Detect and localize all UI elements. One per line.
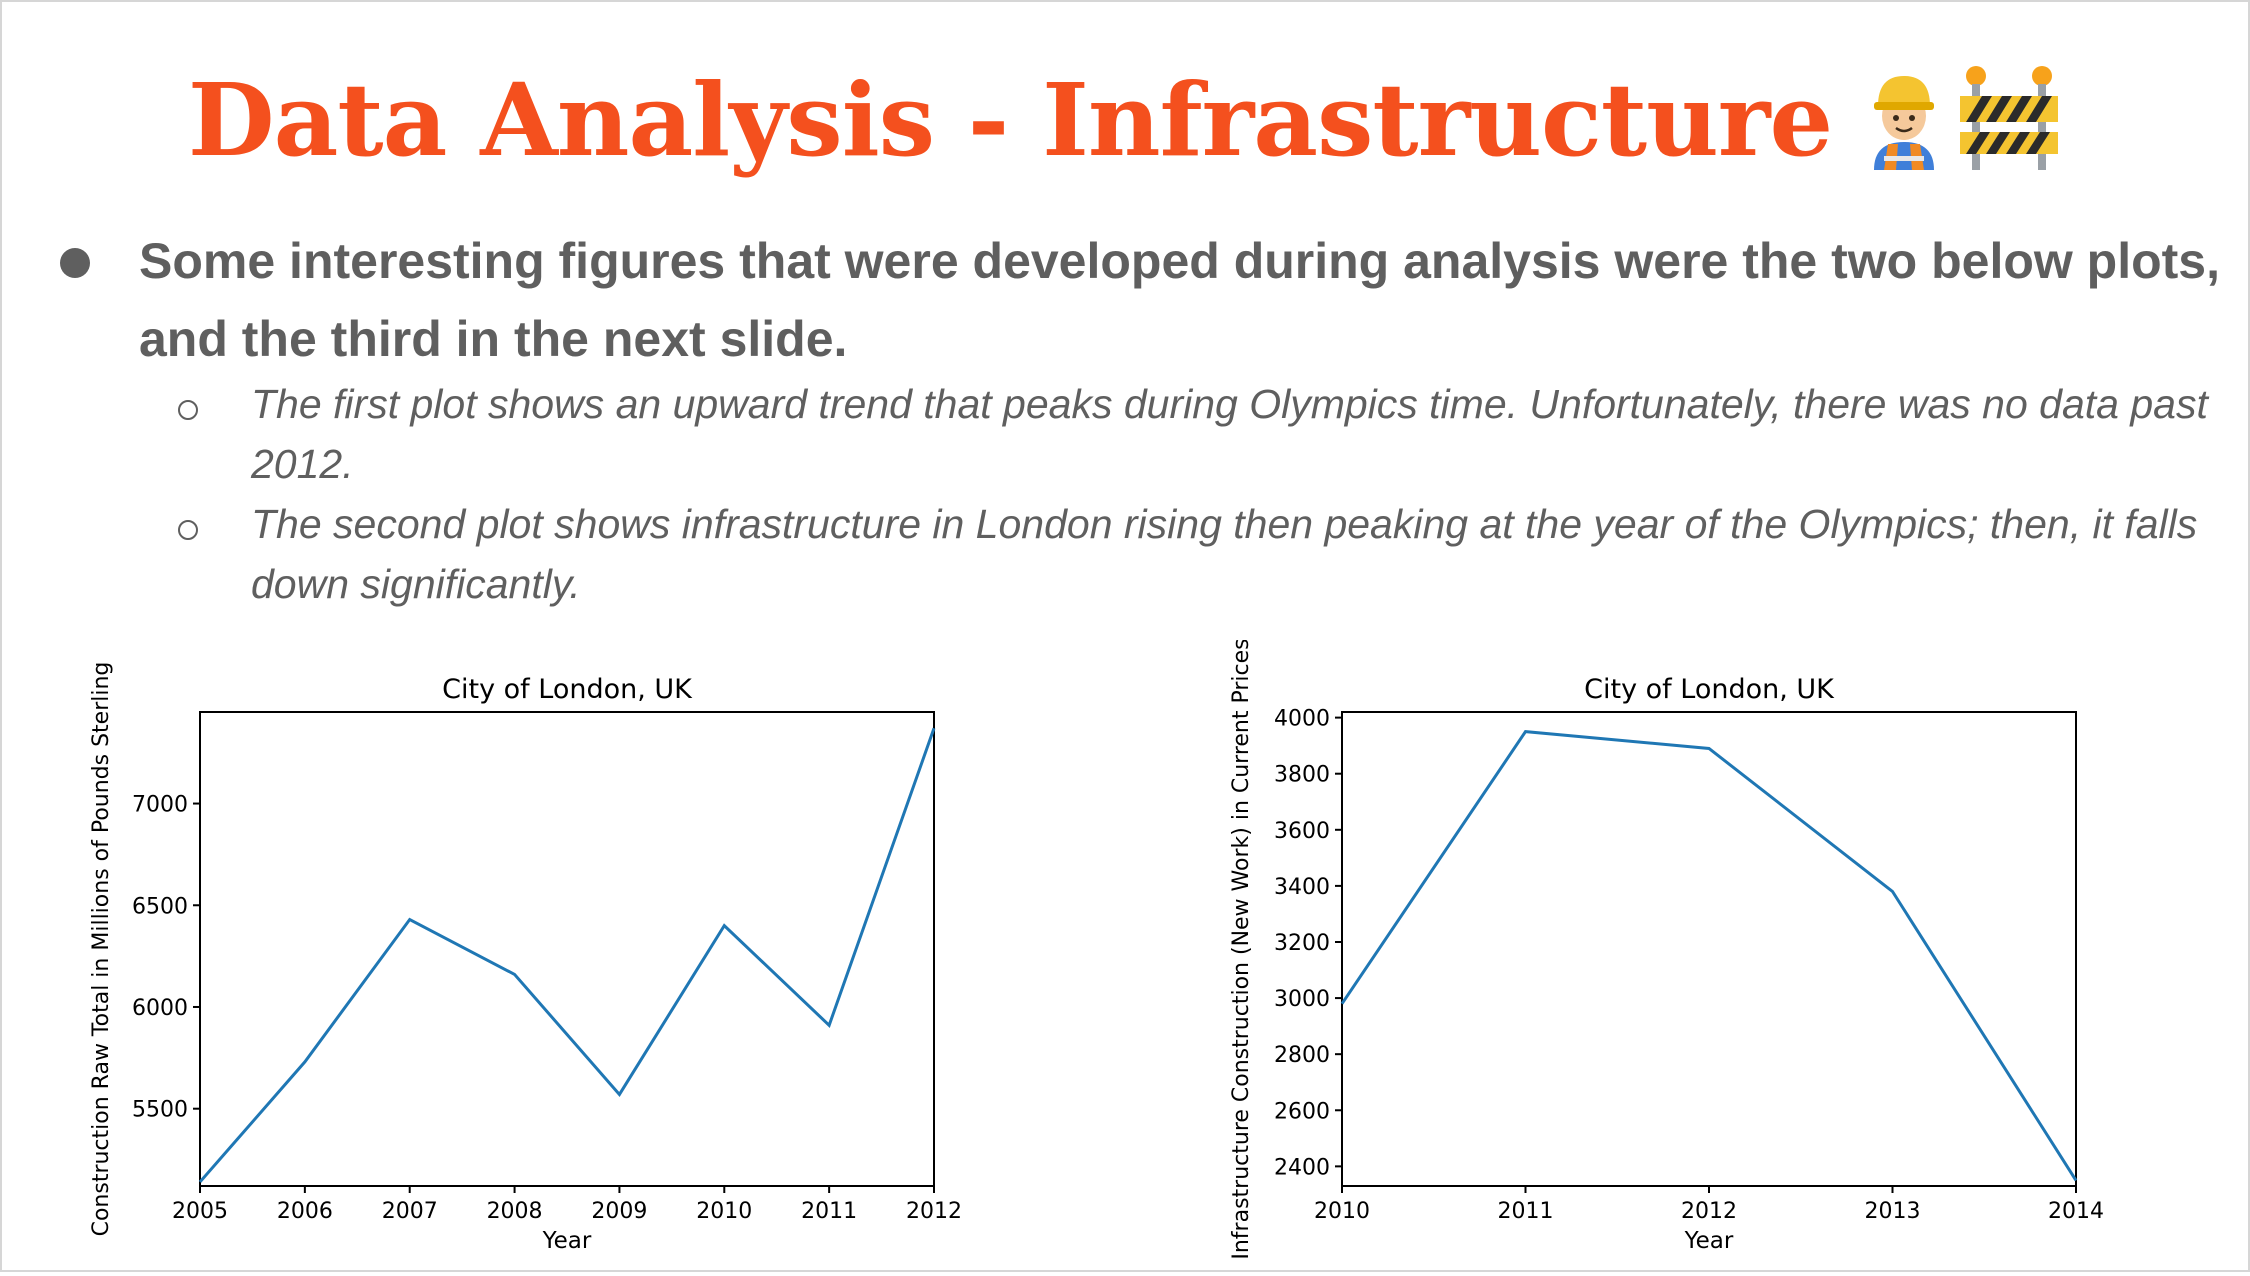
chart-2-y-tick-label: 3000 <box>1274 987 1330 1012</box>
chart-2-title: City of London, UK <box>1584 674 1835 705</box>
bullet-dot <box>60 248 90 278</box>
chart-1-y-tick-label: 5500 <box>132 1098 188 1123</box>
sub-bullet-2-text: The second plot shows infrastructure in … <box>251 494 2231 614</box>
chart-2-x-tick-label: 2010 <box>1314 1199 1370 1224</box>
chart-2-y-tick-label: 2400 <box>1274 1155 1330 1180</box>
chart-2-x-tick-label: 2011 <box>1498 1199 1554 1224</box>
chart-1-x-tick-label: 2008 <box>487 1199 543 1224</box>
chart-1-x-tick-label: 2006 <box>277 1199 333 1224</box>
sub-bullet-ring <box>178 520 198 540</box>
title-emoji-group <box>1862 62 2062 172</box>
chart-1-svg: City of London, UK 2005 2006 2007 2008 2009 20… <box>80 640 980 1272</box>
chart-2-y-tick-label: 3400 <box>1274 875 1330 900</box>
slide-title: Data Analysis - Infrastructure <box>0 60 2250 197</box>
main-bullet-text: Some interesting figures that were devel… <box>139 222 2229 378</box>
chart-2-x-axis-label: Year <box>1684 1228 1734 1254</box>
chart-1-x-tick-label: 2007 <box>382 1199 438 1224</box>
chart-1-y-tick-label: 6000 <box>132 996 188 1021</box>
chart-1-title: City of London, UK <box>442 674 693 705</box>
chart-construction-raw-total: City of London, UK 2005 2006 2007 2008 2009 20… <box>80 640 980 1272</box>
chart-2-y-tick-label: 3600 <box>1274 819 1330 844</box>
chart-2-x-tick-label: 2014 <box>2048 1199 2104 1224</box>
chart-1-x-tick-label: 2009 <box>591 1199 647 1224</box>
chart-2-y-tick-label: 2800 <box>1274 1043 1330 1068</box>
chart-1-x-tick-label: 2012 <box>906 1199 962 1224</box>
chart-1-y-tick-label: 6500 <box>132 894 188 919</box>
sub-bullet-1-text: The first plot shows an upward trend tha… <box>251 374 2231 494</box>
title-icons <box>1862 62 2062 197</box>
construction-barrier-icon <box>1960 66 2058 170</box>
chart-2-y-tick-label: 2600 <box>1274 1099 1330 1124</box>
chart-1-axes-frame <box>200 712 934 1186</box>
chart-2-y-tick-label: 4000 <box>1274 707 1330 732</box>
chart-1-x-tick-label: 2011 <box>801 1199 857 1224</box>
chart-2-series-line <box>1342 732 2076 1181</box>
sub-bullet-ring <box>178 400 198 420</box>
chart-1-y-axis-label: Construction Raw Total in Millions of Po… <box>89 662 114 1237</box>
chart-infrastructure-new-work: City of London, UK 2010 2011 2012 2013 2014 24… <box>1220 640 2120 1272</box>
chart-1-y-tick-label: 7000 <box>132 793 188 818</box>
chart-1-series-line <box>200 728 934 1182</box>
chart-2-axes-frame <box>1342 712 2076 1186</box>
chart-2-svg: City of London, UK 2010 2011 2012 2013 2014 24… <box>1220 640 2120 1272</box>
chart-2-x-tick-label: 2012 <box>1681 1199 1737 1224</box>
chart-1-x-tick-label: 2005 <box>172 1199 228 1224</box>
chart-1-x-axis-label: Year <box>542 1228 592 1254</box>
chart-2-y-axis-label: Infrastructure Construction (New Work) i… <box>1229 640 1254 1260</box>
chart-2-y-tick-label: 3200 <box>1274 931 1330 956</box>
slide-title-text: Data Analysis - Infrastructure <box>188 61 1832 179</box>
chart-2-x-tick-label: 2013 <box>1865 1199 1921 1224</box>
chart-2-y-tick-label: 3800 <box>1274 763 1330 788</box>
construction-worker-icon <box>1874 76 1934 170</box>
chart-1-x-tick-label: 2010 <box>696 1199 752 1224</box>
